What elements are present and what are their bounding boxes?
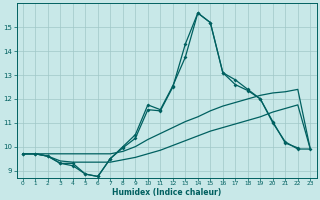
X-axis label: Humidex (Indice chaleur): Humidex (Indice chaleur) (112, 188, 221, 197)
